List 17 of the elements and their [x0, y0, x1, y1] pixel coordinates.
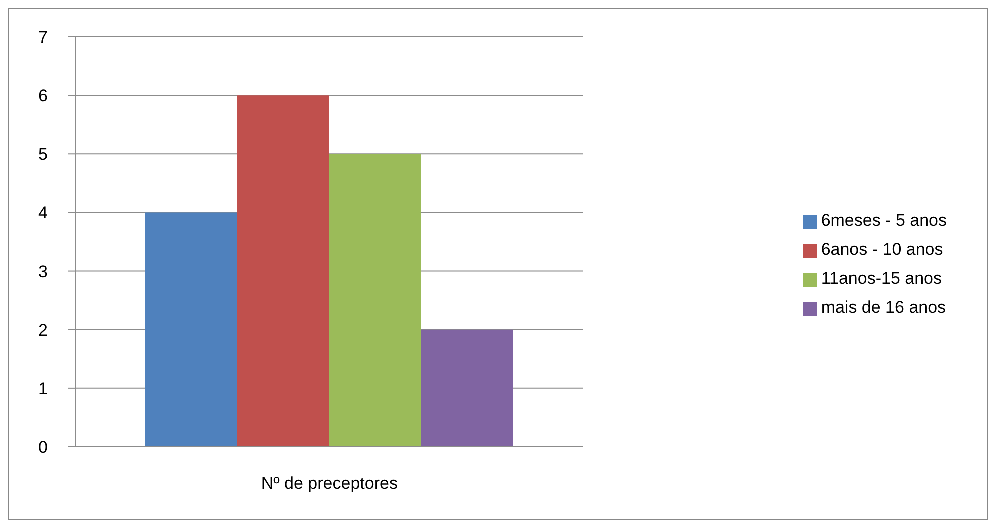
bar [238, 96, 330, 447]
bar [146, 212, 238, 447]
y-tick-label: 0 [38, 438, 48, 458]
y-tick-label: 3 [38, 262, 48, 282]
bar [422, 330, 514, 447]
legend-label: 6meses - 5 anos [821, 211, 947, 230]
legend-label: 6anos - 10 anos [821, 240, 944, 259]
y-tick-label: 5 [38, 145, 48, 164]
y-tick-label: 1 [38, 379, 48, 398]
legend-label: mais de 16 anos [821, 298, 946, 317]
bar [330, 154, 422, 447]
y-tick-label: 2 [38, 320, 48, 340]
y-tick-label: 6 [38, 86, 48, 106]
x-tick-label: Nº de preceptores [261, 474, 398, 494]
legend-label: 11anos-15 anos [821, 269, 942, 288]
y-tick-label: 4 [38, 204, 48, 223]
y-tick-label: 7 [38, 28, 48, 48]
